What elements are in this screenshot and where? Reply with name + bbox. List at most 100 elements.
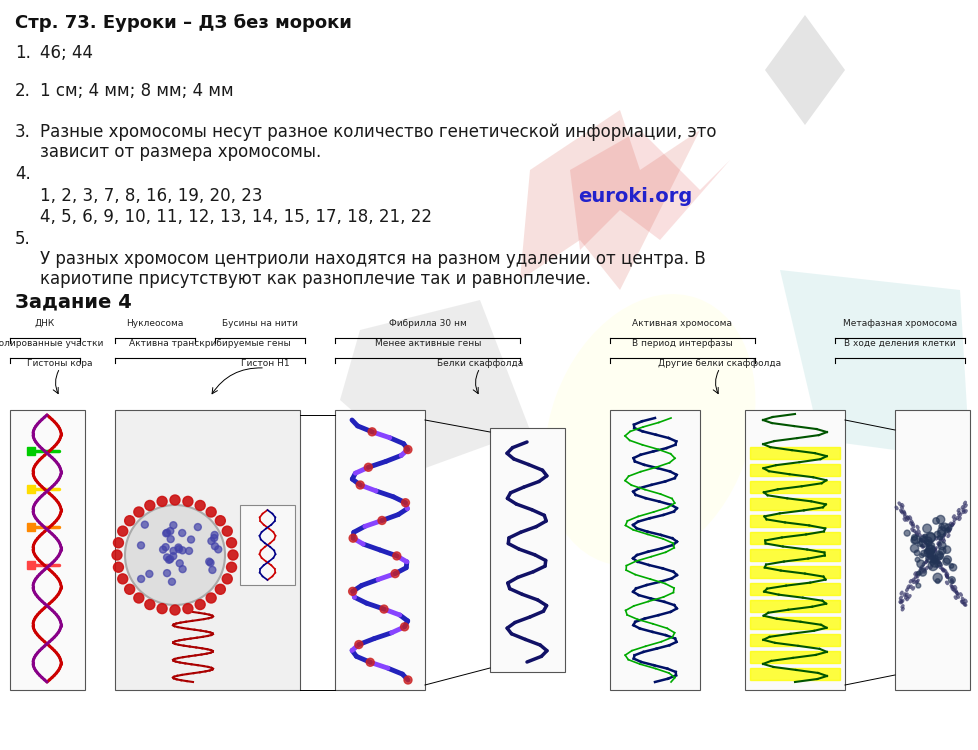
Circle shape [942, 558, 949, 566]
Circle shape [349, 534, 357, 542]
Circle shape [195, 500, 205, 511]
Circle shape [937, 530, 944, 537]
Circle shape [926, 545, 932, 551]
Circle shape [183, 604, 193, 613]
Circle shape [162, 544, 169, 550]
Circle shape [111, 550, 122, 560]
Text: кариотипе присутствуют как разноплечие так и равноплечие.: кариотипе присутствуют как разноплечие т… [40, 270, 591, 288]
Text: Стр. 73. Еуроки – ДЗ без мороки: Стр. 73. Еуроки – ДЗ без мороки [15, 14, 351, 32]
Circle shape [156, 496, 167, 506]
Circle shape [141, 521, 149, 528]
Circle shape [368, 427, 376, 436]
Circle shape [226, 562, 237, 572]
Bar [27, 524, 35, 531]
Text: 1, 2, 3, 7, 8, 16, 19, 20, 23: 1, 2, 3, 7, 8, 16, 19, 20, 23 [40, 187, 262, 205]
Circle shape [183, 496, 193, 506]
Circle shape [163, 554, 170, 561]
Circle shape [922, 534, 926, 538]
Circle shape [215, 516, 225, 526]
Circle shape [404, 676, 412, 684]
Circle shape [935, 552, 942, 560]
Circle shape [113, 562, 123, 572]
Text: В ходе деления клетки: В ходе деления клетки [843, 339, 955, 348]
Circle shape [918, 568, 925, 576]
Circle shape [934, 551, 943, 560]
Text: В период интерфазы: В период интерфазы [631, 339, 732, 348]
Circle shape [400, 622, 408, 631]
Circle shape [348, 587, 356, 596]
Circle shape [170, 548, 177, 554]
Circle shape [195, 599, 205, 610]
Text: Другие белки скаффолда: Другие белки скаффолда [658, 359, 780, 368]
Circle shape [914, 557, 919, 562]
Circle shape [937, 535, 942, 540]
Circle shape [215, 584, 225, 594]
Bar [749, 668, 839, 680]
Circle shape [943, 556, 951, 563]
Circle shape [948, 577, 955, 584]
Circle shape [179, 530, 186, 536]
Ellipse shape [544, 294, 755, 566]
Text: Нуклеосома: Нуклеосома [126, 319, 184, 328]
Circle shape [124, 516, 135, 526]
Text: ДНК: ДНК [35, 319, 55, 328]
Circle shape [928, 549, 933, 554]
Polygon shape [764, 15, 844, 125]
Circle shape [163, 570, 170, 577]
Circle shape [378, 517, 385, 524]
Text: Задание 4: Задание 4 [15, 292, 132, 311]
Circle shape [163, 530, 170, 536]
Circle shape [923, 549, 928, 554]
Polygon shape [519, 110, 699, 290]
Circle shape [364, 464, 372, 471]
Circle shape [145, 500, 155, 511]
Text: Менее активные гены: Менее активные гены [375, 339, 481, 348]
Circle shape [936, 562, 941, 566]
Circle shape [175, 544, 182, 551]
Circle shape [145, 599, 155, 610]
Circle shape [925, 554, 933, 562]
Bar [749, 617, 839, 629]
Text: Разные хромосомы несут разное количество генетической информации, это: Разные хромосомы несут разное количество… [40, 123, 716, 141]
Text: У разных хромосом центриоли находятся на разном удалении от центра. В: У разных хромосом центриоли находятся на… [40, 250, 705, 268]
Circle shape [162, 530, 169, 537]
Circle shape [206, 507, 216, 517]
Circle shape [404, 446, 412, 454]
Circle shape [942, 546, 950, 554]
Text: Фибрилла 30 нм: Фибрилла 30 нм [388, 319, 467, 328]
Circle shape [228, 550, 238, 560]
Text: 1.: 1. [15, 44, 31, 62]
Circle shape [938, 524, 944, 529]
Text: Активна транскрибируемые гены: Активна транскрибируемые гены [129, 339, 290, 348]
Circle shape [923, 548, 932, 557]
Bar [749, 515, 839, 527]
Text: Активная хромосома: Активная хромосома [632, 319, 732, 328]
Circle shape [933, 531, 940, 538]
Circle shape [920, 550, 926, 556]
Text: euroki.org: euroki.org [577, 187, 691, 206]
Circle shape [206, 593, 216, 603]
Circle shape [922, 524, 930, 532]
Circle shape [948, 563, 953, 568]
Circle shape [929, 558, 938, 567]
Circle shape [931, 558, 936, 564]
Text: Гистоны кора: Гистоны кора [27, 359, 93, 368]
Text: 4.: 4. [15, 165, 30, 183]
FancyBboxPatch shape [240, 505, 294, 585]
Circle shape [166, 556, 173, 562]
Circle shape [186, 548, 193, 554]
Circle shape [911, 536, 919, 544]
Circle shape [930, 555, 937, 562]
Circle shape [179, 547, 186, 554]
Circle shape [170, 495, 180, 505]
Circle shape [176, 560, 183, 567]
Text: Изолированные участки: Изолированные участки [0, 339, 103, 348]
Circle shape [134, 593, 144, 603]
Circle shape [392, 552, 400, 560]
Bar [749, 566, 839, 578]
FancyBboxPatch shape [894, 410, 969, 690]
Circle shape [206, 560, 214, 566]
Text: зависит от размера хромосомы.: зависит от размера хромосомы. [40, 143, 321, 161]
Polygon shape [569, 130, 730, 250]
FancyBboxPatch shape [114, 410, 299, 690]
